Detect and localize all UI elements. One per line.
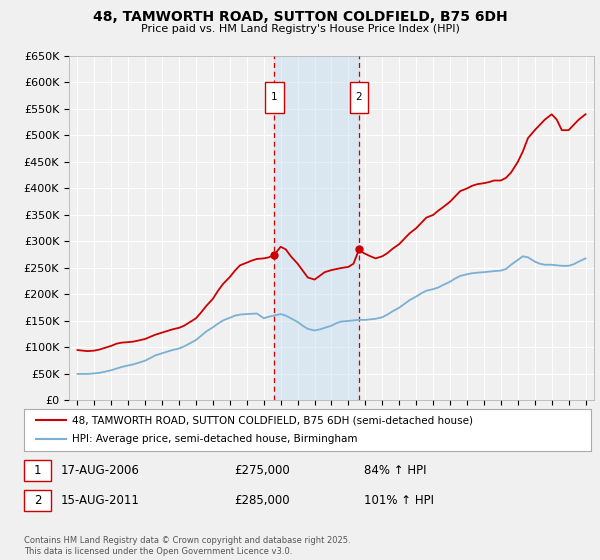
- Bar: [274, 56, 359, 400]
- Text: 48, TAMWORTH ROAD, SUTTON COLDFIELD, B75 6DH (semi-detached house): 48, TAMWORTH ROAD, SUTTON COLDFIELD, B75…: [72, 415, 473, 425]
- Text: 84% ↑ HPI: 84% ↑ HPI: [364, 464, 427, 477]
- Text: 48, TAMWORTH ROAD, SUTTON COLDFIELD, B75 6DH: 48, TAMWORTH ROAD, SUTTON COLDFIELD, B75…: [92, 10, 508, 24]
- Text: HPI: Average price, semi-detached house, Birmingham: HPI: Average price, semi-detached house,…: [72, 435, 358, 445]
- Text: 17-AUG-2006: 17-AUG-2006: [61, 464, 140, 477]
- Text: 1: 1: [34, 464, 41, 477]
- Text: Price paid vs. HM Land Registry's House Price Index (HPI): Price paid vs. HM Land Registry's House …: [140, 24, 460, 34]
- Text: 101% ↑ HPI: 101% ↑ HPI: [364, 494, 434, 507]
- Bar: [265, 82, 284, 113]
- Text: £285,000: £285,000: [234, 494, 289, 507]
- Bar: [24, 460, 51, 481]
- Text: Contains HM Land Registry data © Crown copyright and database right 2025.
This d: Contains HM Land Registry data © Crown c…: [24, 536, 350, 556]
- Text: 2: 2: [356, 92, 362, 102]
- Bar: [24, 490, 51, 511]
- Text: 15-AUG-2011: 15-AUG-2011: [61, 494, 140, 507]
- Bar: [350, 82, 368, 113]
- Text: 2: 2: [34, 494, 41, 507]
- Text: £275,000: £275,000: [234, 464, 290, 477]
- Text: 1: 1: [271, 92, 278, 102]
